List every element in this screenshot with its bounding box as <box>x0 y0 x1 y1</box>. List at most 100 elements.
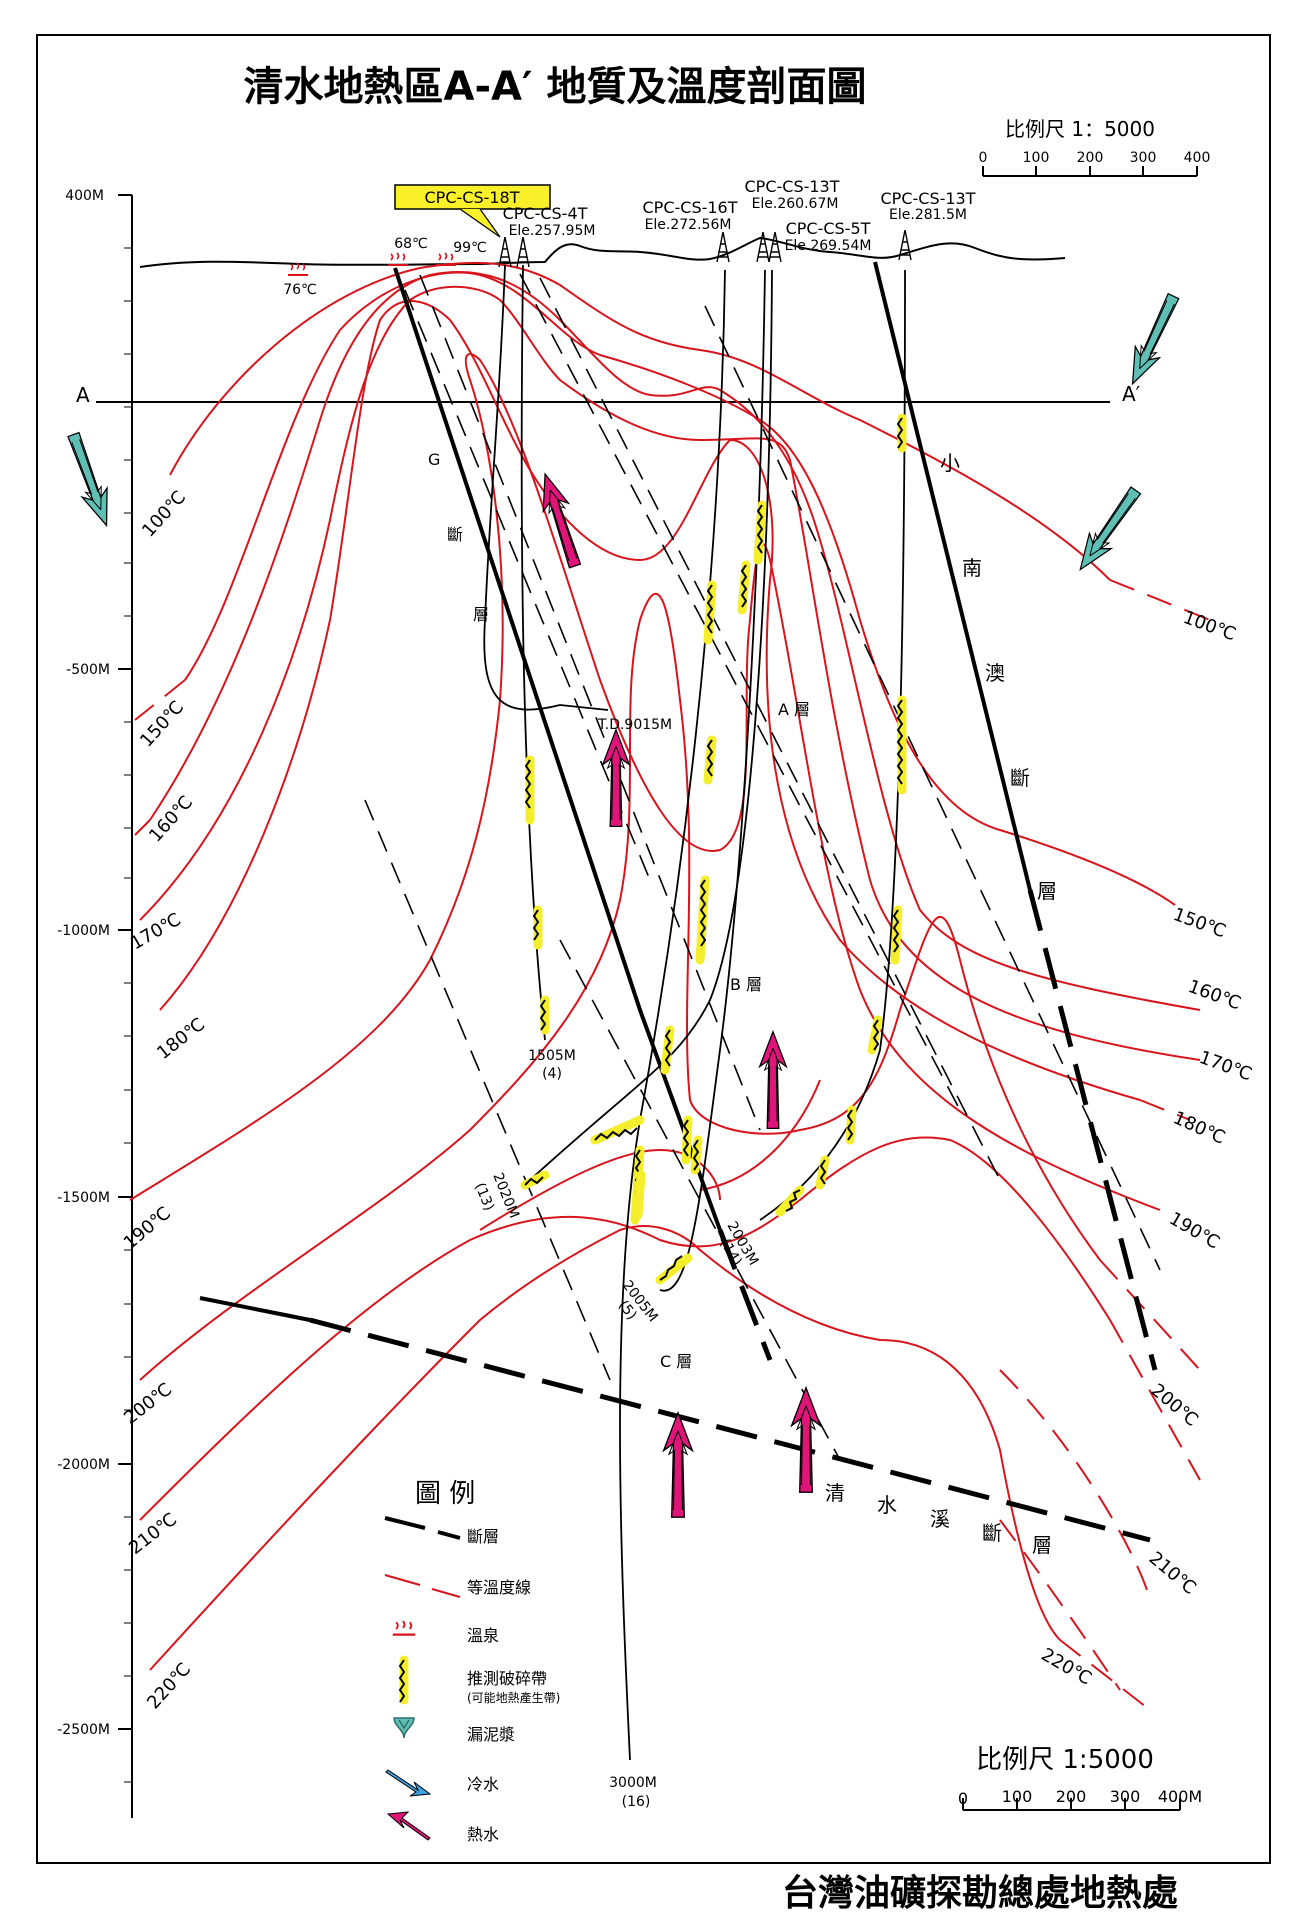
isotherm-label-left: 200℃ <box>120 1379 176 1429</box>
legend-label: 推測破碎帶 <box>467 1669 547 1688</box>
legend-label: 斷層 <box>467 1527 499 1546</box>
depth-label: -500M <box>66 662 110 678</box>
isotherm-label-left: 190℃ <box>120 1203 175 1254</box>
hot-spring-temp: 68℃ <box>394 236 428 252</box>
fault-label-xiaonanao: 斷 <box>1010 766 1030 790</box>
well-elevation: Ele.257.95M <box>509 223 596 239</box>
derrick-icon <box>768 232 782 262</box>
well-elevation: Ele.260.67M <box>752 196 839 212</box>
fault-label-xiaonanao: 小 <box>940 451 960 475</box>
well-name: CPC-CS-5T <box>786 219 871 238</box>
depth-label: -1000M <box>57 923 110 939</box>
fault-label-qingshuixi: 水 <box>877 1493 897 1517</box>
isotherm-label-left: 170℃ <box>127 909 185 954</box>
scale-top-bar <box>982 166 1198 177</box>
depth-axis <box>118 194 133 1818</box>
fracture-zones <box>520 413 907 1285</box>
isotherm-label-right: 220℃ <box>1038 1644 1096 1689</box>
cold-water-arrow-icon <box>1119 289 1187 391</box>
well-depth-number: (4) <box>542 1066 562 1082</box>
derrick-icon <box>898 230 912 260</box>
hot-spring-icon <box>388 252 408 266</box>
hot-water-arrow-icon <box>386 1811 431 1841</box>
legend-sublabel: (可能地熱產生帶) <box>467 1690 560 1705</box>
isotherm-label-left: 210℃ <box>125 1509 181 1559</box>
well-depth-label: T.D.9015M <box>597 717 672 733</box>
layer-label: C 層 <box>660 1352 692 1371</box>
well-name: CPC-CS-16T <box>643 198 738 217</box>
well-name: CPC-CS-13T <box>881 189 976 208</box>
legend-label: 熱水 <box>467 1825 499 1844</box>
hot-water-arrow-icon <box>758 1030 788 1130</box>
scale-top-tick: 100 <box>1023 150 1050 166</box>
fault-label-xiaonanao: 澳 <box>985 661 1005 685</box>
scale-bottom-tick: 100 <box>1002 1787 1033 1806</box>
scale-bottom-tick: 400M <box>1158 1787 1202 1806</box>
isotherm-label-right: 170℃ <box>1196 1047 1254 1085</box>
depth-label: -2500M <box>57 1722 110 1738</box>
scale-top-tick: 200 <box>1077 150 1104 166</box>
fault-label-qingshuixi: 層 <box>1032 1533 1052 1557</box>
fault-label-xiaonanao: 層 <box>1037 879 1057 903</box>
derrick-icon <box>756 232 770 262</box>
legend-label: 等溫度線 <box>467 1578 531 1597</box>
isotherm-label-right: 150℃ <box>1170 904 1228 942</box>
legend-label: 漏泥漿 <box>467 1725 515 1744</box>
fault-label-qingshuixi: 溪 <box>930 1507 950 1531</box>
well-elevation: Ele.269.54M <box>785 238 872 254</box>
section-end-a-prime: A′ <box>1122 382 1141 406</box>
frame-border <box>36 34 1271 1864</box>
scale-top-tick: 0 <box>979 150 988 166</box>
fault-label-g: 斷 <box>447 525 463 544</box>
isotherm-lines <box>129 261 1211 1711</box>
fault-label-g: 層 <box>473 605 489 624</box>
hot-spring-temp: 76℃ <box>283 282 317 298</box>
scale-top-label: 比例尺 1：5000 <box>1005 117 1155 141</box>
fault-line-icon <box>384 1516 461 1540</box>
hot-water-arrow-icon <box>662 1412 694 1518</box>
isotherm-label-right: 190℃ <box>1166 1208 1224 1253</box>
section-end-a: A <box>76 383 90 407</box>
isotherm-label-left: 100℃ <box>138 487 190 542</box>
well-callout-box <box>394 184 551 210</box>
fault-label-g: G <box>428 450 440 469</box>
derrick-icon <box>716 232 730 262</box>
hot-spring-temp: 99℃ <box>453 240 487 256</box>
derrick-icon <box>516 237 530 267</box>
layer-label: B 層 <box>730 975 762 994</box>
organization-footer: 台灣油礦探勘總處地熱處 <box>782 1872 1178 1914</box>
well-depth-label: 3000M <box>609 1775 657 1791</box>
depth-label: 400M <box>65 188 104 204</box>
isotherm-line-icon <box>384 1574 461 1598</box>
well-name: CPC-CS-4T <box>503 204 588 223</box>
scale-bottom-tick: 0 <box>958 1789 968 1808</box>
ground-surface <box>139 236 1066 268</box>
cold-water-arrow-icon <box>60 429 120 531</box>
scale-bottom-tick: 300 <box>1110 1787 1141 1806</box>
fault-label-qingshuixi: 斷 <box>982 1521 1002 1545</box>
fault-label-qingshuixi: 清 <box>825 1481 845 1505</box>
well-elevation: Ele.272.56M <box>645 217 732 233</box>
well-name: CPC-CS-18T <box>425 188 520 207</box>
depth-label: -1500M <box>57 1190 110 1206</box>
well-elevation: Ele.281.5M <box>889 207 967 223</box>
mud-loss-icon <box>393 1717 415 1739</box>
isotherm-label-left: 220℃ <box>143 1659 195 1714</box>
scale-bottom-bar <box>962 1798 1181 1811</box>
hot-spring-icon <box>392 1620 416 1636</box>
well-depth-label: 2020M <box>489 1171 522 1221</box>
cold-water-arrow-icon <box>1068 482 1148 578</box>
isotherm-label-right: 100℃ <box>1180 607 1238 645</box>
isotherm-label-left: 150℃ <box>136 697 188 752</box>
well-callout-pointer <box>459 208 501 238</box>
scale-bottom-label: 比例尺 1:5000 <box>976 1745 1154 1775</box>
legend-title: 圖 例 <box>415 1479 475 1509</box>
well-depth-label: 1505M <box>528 1048 576 1064</box>
well-depth-number: (16) <box>622 1794 651 1810</box>
isotherm-label-left: 180℃ <box>153 1014 209 1064</box>
layer-label: A 層 <box>778 700 810 719</box>
scale-top-tick: 400 <box>1184 150 1211 166</box>
derrick-icon <box>498 237 512 267</box>
